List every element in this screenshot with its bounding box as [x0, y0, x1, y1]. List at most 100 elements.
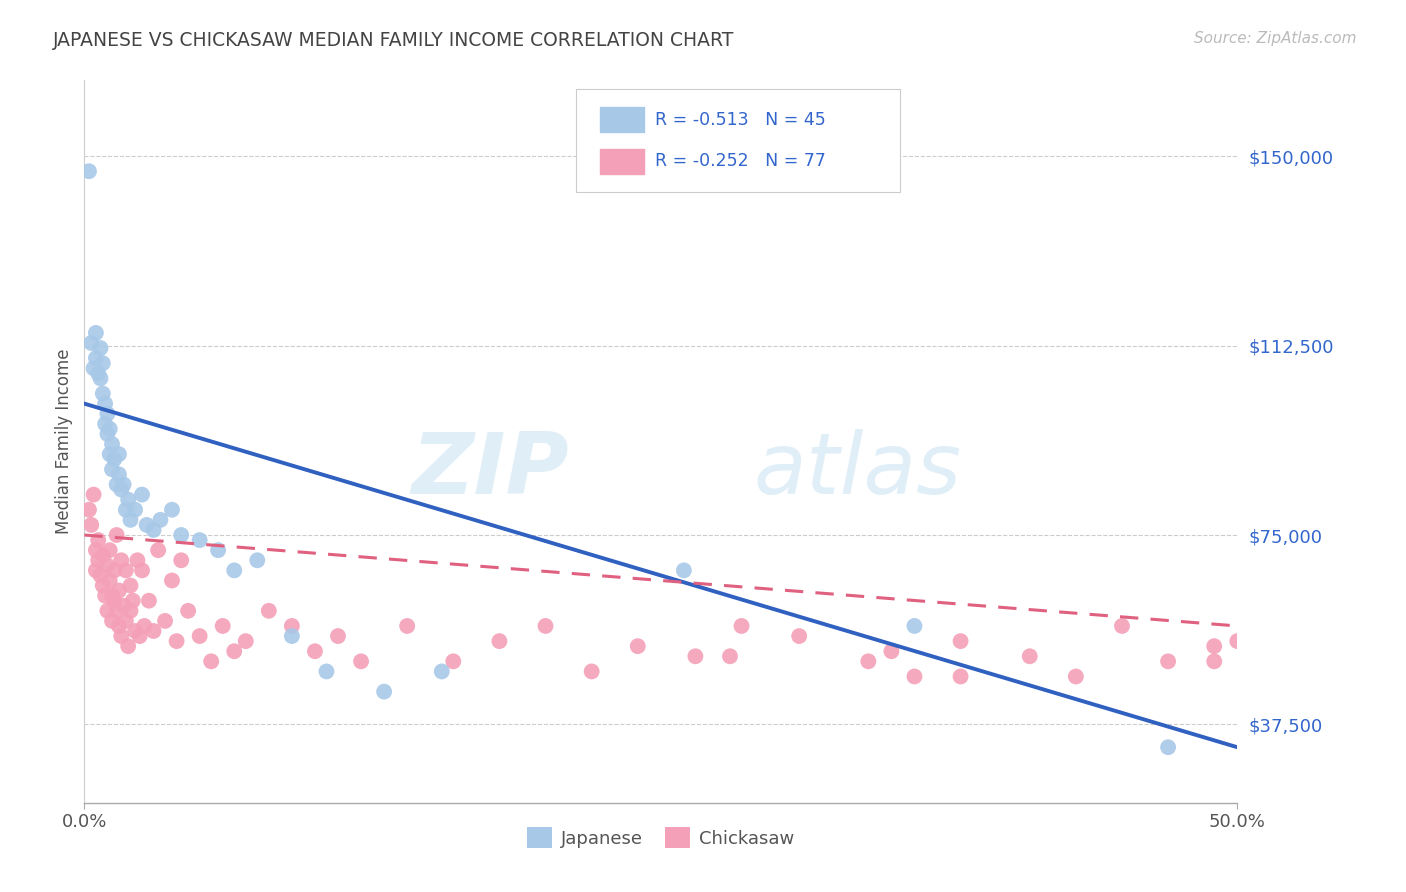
- Point: [98, 574, 121, 588]
- Point: [94, 417, 117, 431]
- Point: [96, 558, 118, 573]
- Point: [207, 543, 229, 558]
- Point: [105, 477, 128, 491]
- Point: [1111, 619, 1133, 633]
- Point: [787, 629, 810, 643]
- Point: [188, 533, 211, 547]
- Point: [89, 341, 111, 355]
- Point: [112, 477, 135, 491]
- Point: [177, 604, 200, 618]
- Point: [120, 604, 142, 618]
- Point: [98, 447, 121, 461]
- Point: [1204, 654, 1226, 668]
- Point: [84, 563, 107, 577]
- Point: [103, 563, 125, 577]
- Point: [127, 553, 149, 567]
- Point: [80, 336, 103, 351]
- Point: [101, 614, 124, 628]
- Point: [124, 502, 146, 516]
- Point: [373, 684, 395, 698]
- Y-axis label: Median Family Income: Median Family Income: [55, 349, 73, 534]
- Point: [441, 654, 464, 668]
- Point: [131, 563, 153, 577]
- Point: [121, 593, 143, 607]
- Point: [108, 619, 131, 633]
- Text: atlas: atlas: [754, 429, 962, 512]
- Point: [91, 356, 114, 370]
- Point: [224, 644, 246, 658]
- Point: [84, 351, 107, 366]
- Point: [315, 665, 337, 679]
- Text: JAPANESE VS CHICKASAW MEDIAN FAMILY INCOME CORRELATION CHART: JAPANESE VS CHICKASAW MEDIAN FAMILY INCO…: [53, 31, 735, 50]
- Point: [350, 654, 373, 668]
- Text: ZIP: ZIP: [411, 429, 568, 512]
- Point: [149, 513, 172, 527]
- Point: [142, 523, 165, 537]
- Point: [115, 614, 138, 628]
- Point: [89, 568, 111, 582]
- Point: [91, 386, 114, 401]
- Point: [1018, 649, 1040, 664]
- Point: [108, 467, 131, 482]
- Point: [87, 533, 110, 547]
- Point: [120, 513, 142, 527]
- Point: [718, 649, 741, 664]
- Point: [110, 553, 132, 567]
- Point: [627, 639, 650, 653]
- Point: [117, 639, 139, 653]
- Point: [1064, 669, 1087, 683]
- Point: [124, 624, 146, 638]
- Text: R = -0.513   N = 45: R = -0.513 N = 45: [655, 111, 825, 128]
- Point: [110, 629, 132, 643]
- Point: [87, 553, 110, 567]
- Point: [101, 437, 124, 451]
- Point: [87, 367, 110, 381]
- Point: [211, 619, 233, 633]
- Point: [166, 634, 188, 648]
- Point: [396, 619, 419, 633]
- Point: [903, 669, 925, 683]
- Point: [903, 619, 925, 633]
- Point: [160, 502, 183, 516]
- Point: [281, 619, 304, 633]
- Point: [89, 371, 111, 385]
- Point: [949, 634, 972, 648]
- Point: [96, 427, 118, 442]
- Point: [77, 164, 100, 178]
- Point: [120, 578, 142, 592]
- Point: [1226, 634, 1249, 648]
- Point: [672, 563, 695, 577]
- Text: Source: ZipAtlas.com: Source: ZipAtlas.com: [1194, 31, 1357, 46]
- Point: [581, 665, 603, 679]
- Point: [153, 614, 176, 628]
- Point: [84, 326, 107, 340]
- Point: [103, 593, 125, 607]
- Point: [142, 624, 165, 638]
- Point: [131, 487, 153, 501]
- Point: [135, 517, 157, 532]
- Point: [146, 543, 169, 558]
- Point: [98, 543, 121, 558]
- Point: [235, 634, 257, 648]
- Point: [103, 452, 125, 467]
- Point: [96, 407, 118, 421]
- Point: [224, 563, 246, 577]
- Point: [91, 578, 114, 592]
- Point: [84, 543, 107, 558]
- Point: [101, 462, 124, 476]
- Point: [858, 654, 880, 668]
- Point: [105, 528, 128, 542]
- Point: [1204, 639, 1226, 653]
- Point: [117, 492, 139, 507]
- Point: [128, 629, 150, 643]
- Point: [94, 397, 117, 411]
- Point: [77, 502, 100, 516]
- Point: [101, 589, 124, 603]
- Point: [160, 574, 183, 588]
- Point: [304, 644, 326, 658]
- Point: [105, 604, 128, 618]
- Point: [98, 422, 121, 436]
- Point: [115, 563, 138, 577]
- Point: [488, 634, 510, 648]
- Point: [430, 665, 453, 679]
